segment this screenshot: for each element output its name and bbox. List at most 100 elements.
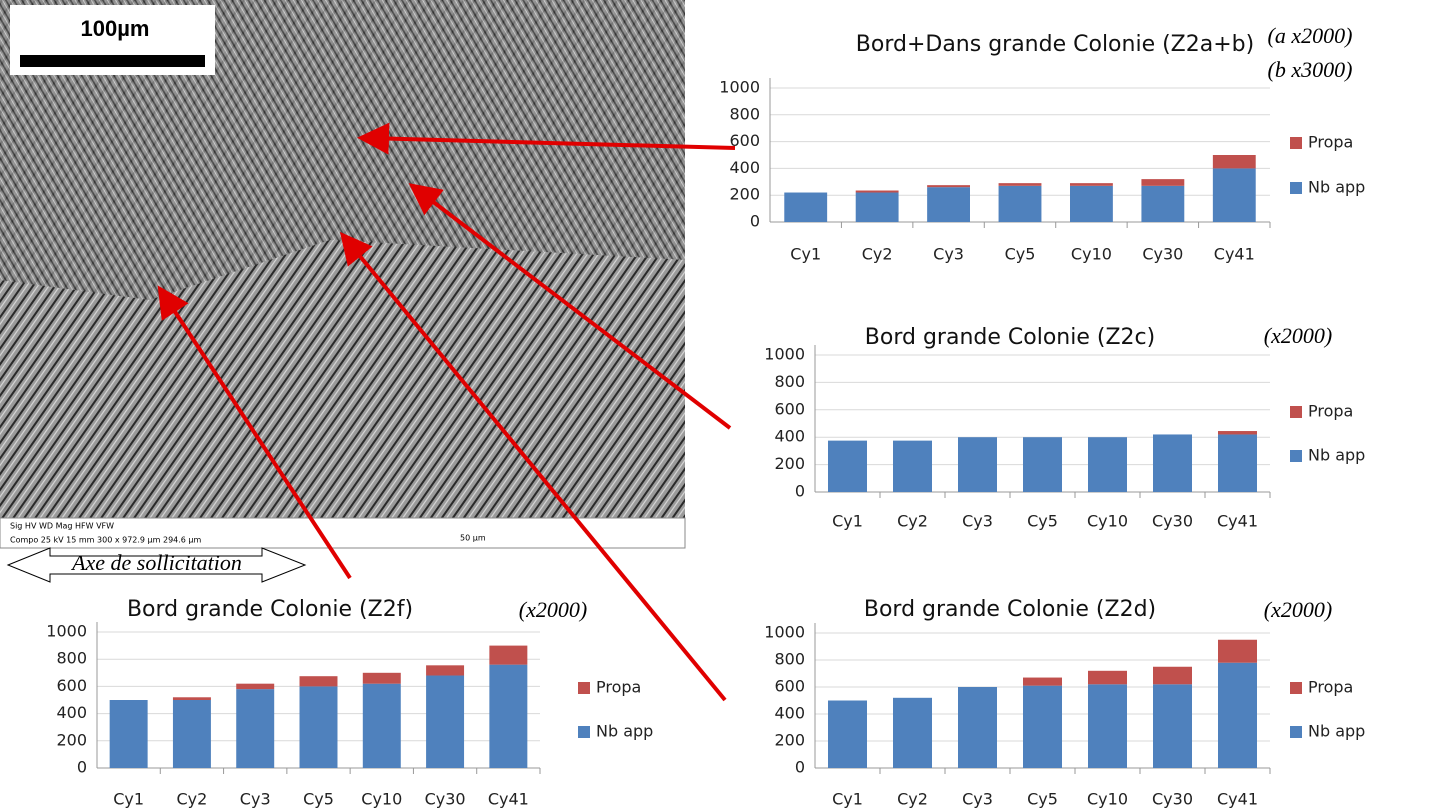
chart-title: Bord grande Colonie (Z2d): [864, 597, 1156, 622]
bar-segment: [998, 185, 1042, 222]
x-tick-label: Cy2: [177, 790, 208, 809]
y-tick-label: 800: [729, 104, 760, 123]
legend-swatch: [1290, 137, 1302, 149]
info-labels: Sig HV WD Mag HFW VFW: [10, 522, 114, 531]
bar-segment: [958, 437, 997, 492]
chart-title: Bord grande Colonie (Z2c): [865, 325, 1155, 350]
bar-segment: [1153, 666, 1192, 685]
bar-segment: [299, 676, 338, 687]
bar-segment: [1218, 639, 1257, 663]
x-tick-label: Cy5: [1027, 512, 1058, 531]
x-tick-label: Cy5: [1027, 790, 1058, 809]
bar-segment: [855, 192, 899, 222]
bar-segment: [172, 697, 211, 700]
bar-segment: [1218, 431, 1257, 435]
legend-label: Nb app: [1308, 178, 1365, 197]
x-tick-label: Cy2: [862, 245, 893, 264]
legend-swatch: [578, 682, 590, 694]
x-tick-label: Cy5: [1005, 245, 1036, 264]
y-tick-label: 0: [795, 758, 805, 777]
x-tick-label: Cy1: [832, 790, 863, 809]
y-tick-label: 800: [774, 650, 805, 669]
x-tick-label: Cy30: [1152, 790, 1193, 809]
bar-segment: [489, 645, 528, 665]
bar-segment: [1153, 434, 1192, 492]
bar-segment: [1070, 185, 1113, 222]
bar-segment: [893, 697, 932, 768]
y-tick-label: 1000: [46, 622, 87, 641]
annotation: (b x3000): [1268, 57, 1353, 82]
x-tick-label: Cy10: [1087, 790, 1128, 809]
annotation: (a x2000): [1268, 23, 1353, 48]
annotation: (x2000): [1264, 597, 1332, 622]
y-tick-label: 800: [774, 372, 805, 391]
bar-segment: [927, 185, 970, 188]
bar-segment: [828, 440, 867, 492]
x-tick-label: Cy30: [425, 790, 466, 809]
bar-segment: [1218, 662, 1257, 768]
x-tick-label: Cy3: [962, 790, 993, 809]
y-tick-label: 400: [729, 158, 760, 177]
bar-segment: [362, 683, 401, 768]
y-tick-label: 0: [77, 758, 87, 777]
info-values: Compo 25 kV 15 mm 300 x 972.9 µm 294.6 µ…: [10, 536, 202, 545]
annotation: (x2000): [1264, 323, 1332, 348]
y-tick-label: 200: [729, 185, 760, 204]
x-tick-label: Cy1: [832, 512, 863, 531]
bar-segment: [489, 664, 528, 768]
axis-label: Axe de sollicitation: [70, 550, 242, 575]
bar-segment: [1088, 684, 1127, 768]
bar-segment: [426, 665, 465, 676]
bar-segment: [998, 183, 1042, 186]
y-tick-label: 600: [56, 676, 87, 695]
legend-label: Propa: [1308, 402, 1353, 421]
bar-segment: [109, 700, 148, 768]
y-tick-label: 200: [56, 730, 87, 749]
y-tick-label: 0: [795, 482, 805, 501]
scale-bar: [20, 55, 205, 67]
legend-label: Propa: [1308, 133, 1353, 152]
bar-segment: [1153, 684, 1192, 768]
chart-title: Bord grande Colonie (Z2f): [127, 597, 413, 622]
bar-segment: [1141, 179, 1185, 186]
x-tick-label: Cy10: [1071, 245, 1112, 264]
x-tick-label: Cy41: [1217, 790, 1258, 809]
legend-swatch: [1290, 450, 1302, 462]
bar-segment: [1023, 677, 1062, 686]
x-tick-label: Cy5: [303, 790, 334, 809]
bar-segment: [1023, 437, 1062, 492]
x-tick-label: Cy2: [897, 790, 928, 809]
x-tick-label: Cy1: [790, 245, 821, 264]
x-tick-label: Cy1: [113, 790, 144, 809]
bar-segment: [828, 700, 867, 768]
x-tick-label: Cy10: [1087, 512, 1128, 531]
y-tick-label: 400: [774, 427, 805, 446]
annotation: (x2000): [519, 597, 587, 622]
arrows: [157, 122, 736, 702]
bar-segment: [1212, 168, 1256, 222]
bar-segment: [1218, 434, 1257, 492]
x-tick-label: Cy2: [897, 512, 928, 531]
x-tick-label: Cy3: [240, 790, 271, 809]
y-tick-label: 600: [774, 677, 805, 696]
y-tick-label: 600: [729, 131, 760, 150]
x-tick-label: Cy10: [361, 790, 402, 809]
legend-label: Nb app: [1308, 722, 1365, 741]
micrograph: Sig HV WD Mag HFW VFW Compo 25 kV 15 mm …: [0, 0, 686, 549]
x-tick-label: Cy41: [1214, 245, 1255, 264]
bar-segment: [236, 683, 275, 690]
y-tick-label: 800: [56, 649, 87, 668]
x-tick-label: Cy41: [1217, 512, 1258, 531]
bar-segment: [1141, 185, 1185, 222]
bar-segment: [1070, 183, 1113, 186]
legend-label: Propa: [1308, 678, 1353, 697]
bar-segment: [927, 187, 970, 222]
x-tick-label: Cy3: [933, 245, 964, 264]
legend-label: Nb app: [596, 722, 653, 741]
y-tick-label: 200: [774, 731, 805, 750]
legend-swatch: [1290, 726, 1302, 738]
y-tick-label: 200: [774, 454, 805, 473]
legend-swatch: [1290, 182, 1302, 194]
bar-segment: [1088, 437, 1127, 492]
